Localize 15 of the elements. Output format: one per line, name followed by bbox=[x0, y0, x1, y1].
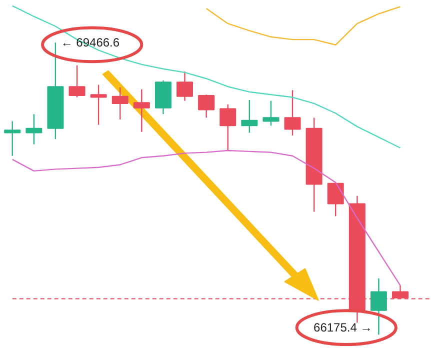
candlestick bbox=[90, 84, 107, 126]
candlestick bbox=[68, 64, 86, 98]
candlestick bbox=[220, 104, 236, 152]
candlestick bbox=[241, 99, 258, 134]
candlestick bbox=[176, 70, 194, 102]
candlestick bbox=[370, 278, 387, 336]
annotation: 66175.4 → bbox=[314, 320, 372, 335]
candlestick bbox=[262, 100, 280, 126]
candlestick bbox=[26, 114, 42, 145]
candlestick bbox=[4, 120, 21, 156]
candlestick bbox=[112, 86, 128, 120]
candlestick bbox=[284, 90, 301, 136]
candlestick bbox=[133, 88, 150, 132]
candlestick bbox=[198, 94, 215, 118]
candlestick bbox=[327, 182, 344, 217]
